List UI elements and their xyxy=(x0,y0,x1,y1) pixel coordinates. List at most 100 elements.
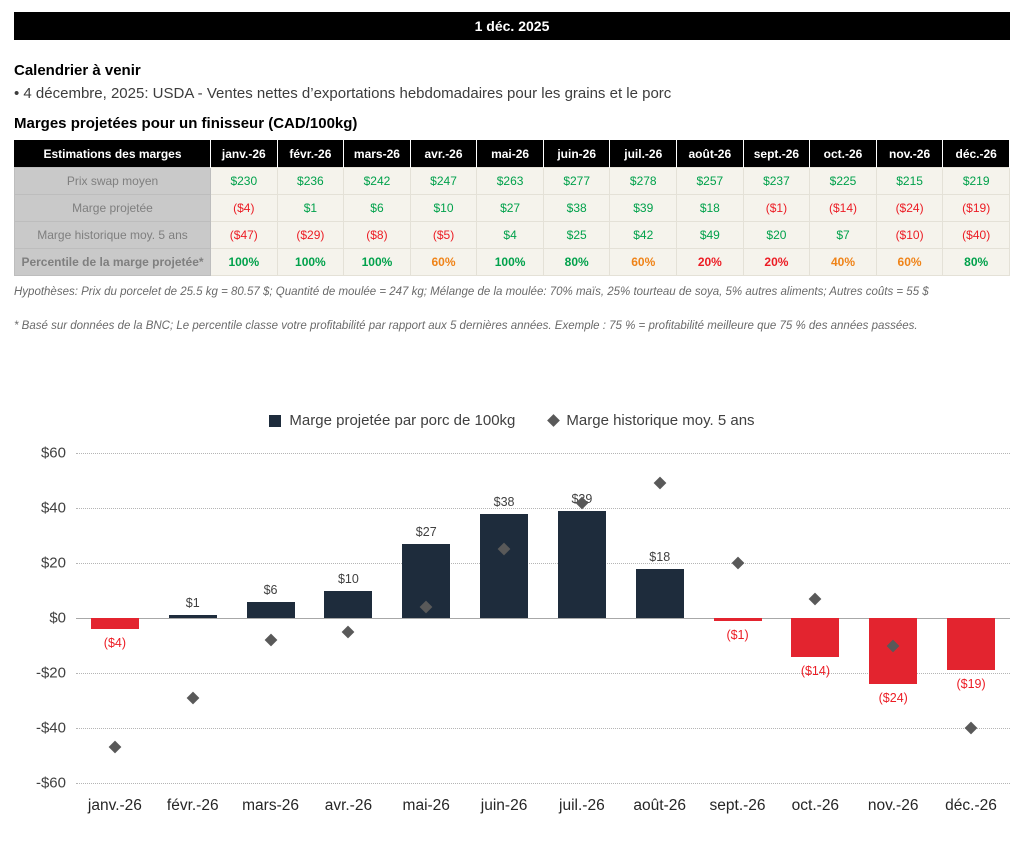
table-value: ($10) xyxy=(875,221,944,249)
y-tick-label: $20 xyxy=(40,554,66,572)
plot-area: ($4) $1 $6 $10 $27 $38 $39 $18 ($1) ($14) ($24) ($1… xyxy=(76,453,1010,784)
diamond-marker xyxy=(264,633,277,647)
table-value: 80% xyxy=(542,248,611,276)
gridline xyxy=(76,563,1010,564)
column-header-month: avr.-26 xyxy=(410,140,478,168)
y-tick-label: $0 xyxy=(49,609,66,627)
table-value: $236 xyxy=(276,167,345,195)
bar-value-label: $38 xyxy=(493,494,515,509)
gridline xyxy=(76,673,1010,674)
date-header-text: 1 déc. 2025 xyxy=(474,18,550,34)
table-row: Marge historique moy. 5 ans ($47) ($29) ($8… xyxy=(14,221,1010,249)
column-header-month: janv.-26 xyxy=(210,140,278,168)
gridline xyxy=(76,728,1010,729)
margins-chart: Marge projetée par porc de 100kg Marge hi… xyxy=(14,412,1010,815)
chart-column: $18 xyxy=(621,453,699,783)
table-value: $1 xyxy=(276,194,345,222)
gridline xyxy=(76,453,1010,454)
table-value: $39 xyxy=(609,194,678,222)
chart-column: ($14) xyxy=(777,453,855,783)
report-page: 1 déc. 2025 Calendrier à venir • 4 décem… xyxy=(14,12,1010,815)
row-label: Percentile de la marge projetée* xyxy=(14,248,211,276)
table-value: 60% xyxy=(609,248,678,276)
y-tick-label: -$60 xyxy=(35,774,66,792)
legend-label: Marge projetée par porc de 100kg xyxy=(289,412,516,429)
column-header-month: nov.-26 xyxy=(876,140,944,168)
table-value: $20 xyxy=(742,221,811,249)
chart-column: $39 xyxy=(543,453,621,783)
x-tick-label: juil.-26 xyxy=(559,797,605,814)
x-tick-label: juin-26 xyxy=(480,797,528,814)
legend-item: Marge historique moy. 5 ans xyxy=(547,412,755,429)
chart-column: $27 xyxy=(387,453,465,783)
gridline xyxy=(76,783,1010,784)
table-value: $215 xyxy=(875,167,944,195)
bar-value-label: $18 xyxy=(649,549,671,564)
diamond-marker xyxy=(809,592,822,606)
legend-label: Marge historique moy. 5 ans xyxy=(566,412,755,429)
table-value: $278 xyxy=(609,167,678,195)
bar xyxy=(791,618,840,657)
legend-square-icon xyxy=(269,414,282,427)
table-value: ($4) xyxy=(210,194,278,222)
table-value: ($8) xyxy=(343,221,411,249)
x-tick-label: janv.-26 xyxy=(87,797,142,814)
chart-column: ($1) xyxy=(699,453,777,783)
bar-value-label: ($4) xyxy=(103,636,127,650)
chart-column: $6 xyxy=(232,453,310,783)
column-header-month: juil.-26 xyxy=(609,140,678,168)
table-value: 60% xyxy=(409,248,478,276)
table-value: $7 xyxy=(809,221,877,249)
legend-diamond-icon xyxy=(547,414,561,427)
table-value: $230 xyxy=(210,167,278,195)
bar xyxy=(635,568,684,618)
table-value: $242 xyxy=(343,167,411,195)
table-value: 20% xyxy=(742,248,811,276)
x-tick-label: mai-26 xyxy=(402,797,450,814)
assumptions-note: Hypothèses: Prix du porcelet de 25.5 kg … xyxy=(14,286,929,298)
table-value: $18 xyxy=(676,194,744,222)
column-header-month: juin-26 xyxy=(543,140,611,168)
table-value: $27 xyxy=(476,194,544,222)
table-value: ($14) xyxy=(809,194,877,222)
y-tick-label: -$20 xyxy=(35,664,66,682)
x-tick-label: sept.-26 xyxy=(709,797,766,814)
chart-legend: Marge projetée par porc de 100kg Marge hi… xyxy=(14,412,1010,429)
table-value: $38 xyxy=(542,194,611,222)
table-value: $225 xyxy=(809,167,877,195)
table-value: ($5) xyxy=(409,221,478,249)
bar-value-label: $6 xyxy=(263,582,278,597)
calendar-title: Calendrier à venir xyxy=(14,62,141,79)
table-value: $6 xyxy=(343,194,411,222)
table-title: Marges projetées pour un finisseur (CAD/… xyxy=(14,115,358,132)
plot-area-wrap: $60 $40 $20 $0 -$20 -$40 -$60 ($4) $1 $6 $10 $27 $3… xyxy=(14,445,1010,792)
bar xyxy=(947,618,996,671)
x-tick-label: déc.-26 xyxy=(945,797,997,814)
table-header-row: Estimations des marges janv.-26 févr.-26 ma… xyxy=(14,140,1010,168)
table-value: $257 xyxy=(676,167,744,195)
chart-column: ($4) xyxy=(76,453,154,783)
table-value: ($19) xyxy=(942,194,1010,222)
table-value: $237 xyxy=(742,167,811,195)
table-row: Percentile de la marge projetée* 100% 100%… xyxy=(14,248,1010,276)
date-header-bar: 1 déc. 2025 xyxy=(14,12,1010,40)
x-tick-label: août-26 xyxy=(633,797,686,814)
gridline xyxy=(76,618,1010,619)
diamond-marker xyxy=(731,556,744,570)
table-value: $42 xyxy=(609,221,678,249)
table-value: $219 xyxy=(942,167,1010,195)
table-value: 100% xyxy=(476,248,544,276)
bar-value-label: ($19) xyxy=(956,677,986,692)
diamond-marker xyxy=(108,740,122,754)
y-tick-label: $60 xyxy=(40,444,66,462)
x-tick-label: févr.-26 xyxy=(166,797,219,814)
bar-value-label: ($24) xyxy=(878,691,908,705)
y-axis: $60 $40 $20 $0 -$20 -$40 -$60 xyxy=(14,445,76,792)
bar xyxy=(90,618,139,629)
table-row: Prix swap moyen $230 $236 $242 $247 $263 $277 $… xyxy=(14,167,1010,195)
column-header-month: déc.-26 xyxy=(942,140,1010,168)
column-header-month: févr.-26 xyxy=(277,140,345,168)
table-value: 60% xyxy=(875,248,944,276)
bar-value-label: $10 xyxy=(337,571,359,586)
table-value: $49 xyxy=(676,221,744,249)
